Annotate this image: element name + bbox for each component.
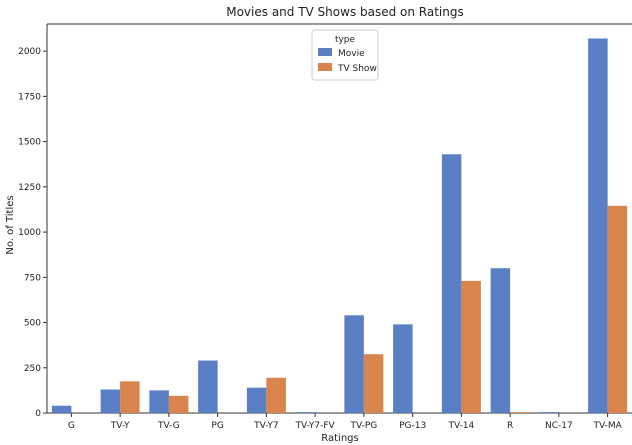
x-tick-label: TV-Y7 (253, 421, 279, 431)
bar-movie (149, 390, 169, 413)
bar-movie (441, 154, 462, 413)
bar-movie (539, 412, 559, 413)
x-tick-label: R (507, 421, 513, 431)
x-tick-label: TV-14 (447, 421, 474, 431)
bar-movie (198, 360, 218, 413)
y-tick-label: 0 (35, 409, 41, 419)
bar-tv-show (510, 412, 530, 413)
bar-movie (588, 38, 608, 413)
legend: type Movie TV Show (311, 29, 379, 81)
bar-movie (490, 268, 511, 413)
y-tick-label: 1250 (18, 183, 41, 193)
bar-tv-show (168, 395, 189, 413)
y-tick-label: 250 (24, 364, 41, 374)
x-tick-label: PG (211, 421, 223, 431)
bar-tv-show (266, 377, 286, 413)
y-tick-label: 1750 (18, 92, 41, 102)
bar-tv-show (607, 205, 628, 413)
x-tick-label: TV-PG (349, 421, 377, 431)
x-tick-label: NC-17 (545, 421, 573, 431)
x-tick-label: TV-Y7-FV (295, 421, 336, 431)
y-tick-label: 1000 (18, 228, 41, 238)
legend-label-tv-show: TV Show (337, 64, 377, 74)
bar-tv-show (363, 354, 384, 413)
bar-movie (344, 315, 364, 413)
chart-title: Movies and TV Shows based on Ratings (226, 5, 464, 19)
x-tick-label: PG-13 (399, 421, 426, 431)
legend-label-movie: Movie (338, 49, 365, 59)
x-tick-label: TV-Y (110, 421, 130, 431)
x-tick-label: G (68, 421, 75, 431)
bar-movie (100, 389, 121, 413)
y-tick-label: 750 (24, 273, 41, 283)
y-tick-label: 1500 (18, 138, 41, 148)
x-tick-label: TV-MA (592, 421, 622, 431)
legend-swatch-movie (318, 48, 332, 56)
y-tick-label: 2000 (18, 47, 41, 57)
bar-tv-show (120, 381, 140, 413)
bar-movie (246, 387, 267, 413)
y-axis-label: No. of Titles (5, 195, 16, 254)
bar-movie (393, 324, 413, 413)
x-tick-label: TV-G (157, 421, 180, 431)
legend-title: type (335, 35, 356, 45)
plot-area: 0 250 500 750 1000 1250 1500 1750 2000 G TV-Y TV-G P… (18, 23, 632, 431)
bar-movie (51, 405, 72, 413)
x-axis-label: Ratings (321, 433, 358, 444)
bar-tv-show (461, 280, 481, 413)
legend-swatch-tv-show (318, 63, 332, 71)
y-tick-label: 500 (24, 319, 41, 329)
bar-movie (295, 412, 316, 413)
